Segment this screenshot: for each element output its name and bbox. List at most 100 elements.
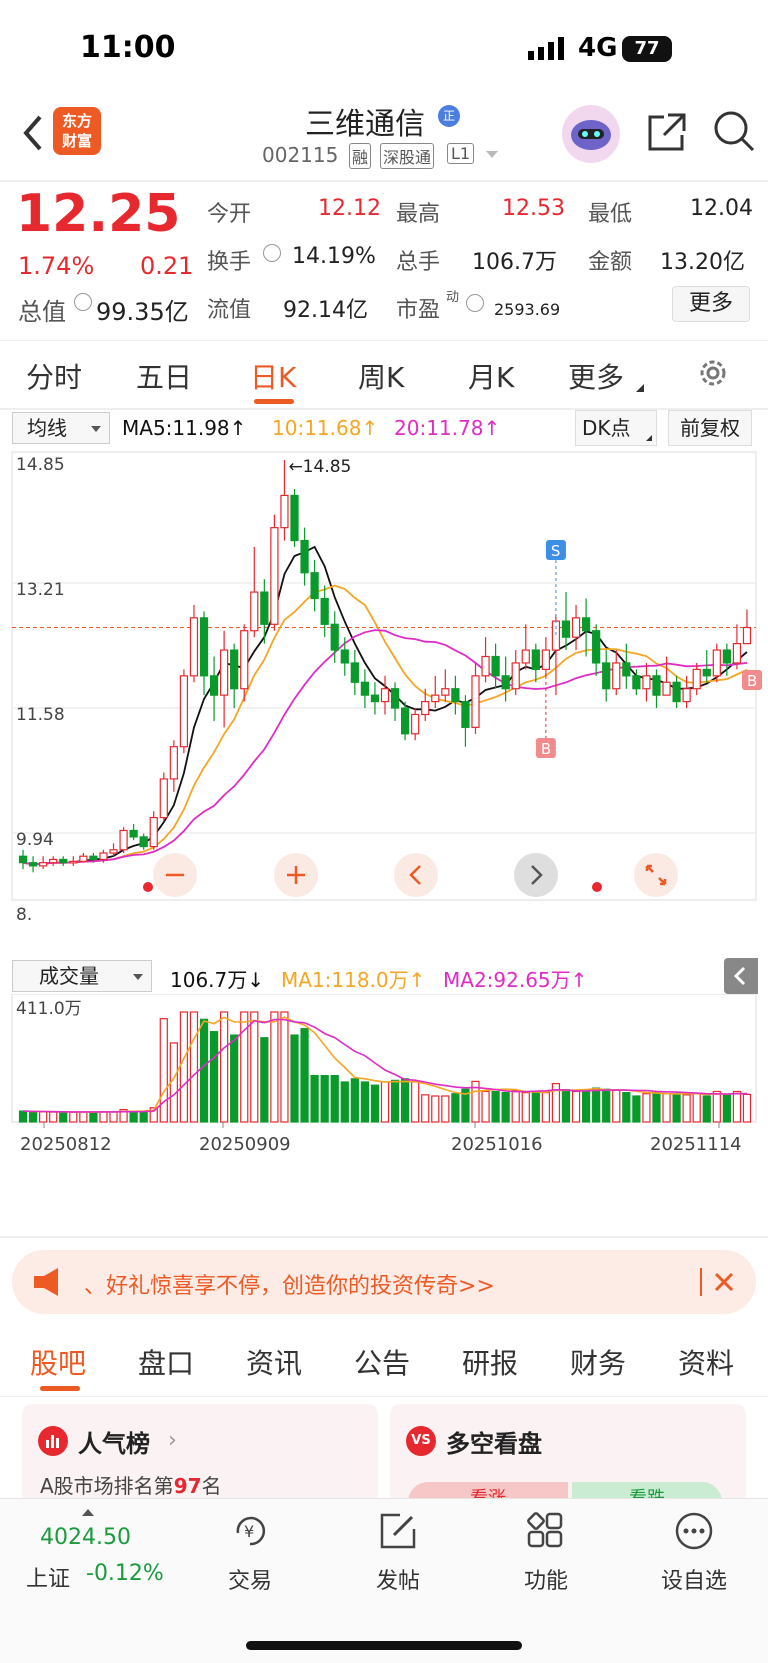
volume-bar <box>380 1081 390 1123</box>
volume-chart[interactable]: 411.0万 20250812 20250909 20251016 20251114 <box>0 994 768 1234</box>
close-icon[interactable] <box>712 1270 736 1294</box>
chevron-right-icon[interactable] <box>514 853 558 897</box>
candle <box>370 682 380 715</box>
candle <box>722 643 731 676</box>
candle <box>39 856 48 870</box>
buy-marker-box <box>742 670 762 690</box>
candle-body <box>330 623 339 651</box>
candlestick-chart[interactable]: 14.85 13.21 11.58 9.94 8. ←14.85 S B B <box>0 448 768 958</box>
tab-announcements[interactable]: 公告 <box>354 1347 411 1380</box>
volume-bar <box>672 1093 681 1123</box>
search-icon[interactable] <box>712 109 756 153</box>
candle <box>692 662 701 696</box>
candle-body <box>49 858 58 864</box>
nav-post[interactable]: 发帖 <box>348 1511 448 1601</box>
volume-select[interactable]: 成交量 <box>12 960 152 992</box>
indicator-select[interactable]: 均线 <box>12 412 110 444</box>
nav-trade[interactable]: ¥ 交易 <box>200 1511 300 1601</box>
volume-bar <box>340 1081 349 1123</box>
popularity-card[interactable]: 人气榜 › A股市场排名第97名 <box>22 1404 378 1504</box>
volume-bar <box>69 1111 78 1123</box>
yen-exchange-icon: ¥ <box>230 1511 270 1551</box>
tab-5day[interactable]: 五日 <box>136 361 193 394</box>
gear-icon[interactable] <box>696 356 730 390</box>
candle-body <box>421 701 430 716</box>
grid-icon <box>526 1511 566 1551</box>
promo-banner[interactable]: 、好礼惊喜享不停，创造你的投资传奇>> <box>12 1250 756 1314</box>
nav-func[interactable]: 功能 <box>496 1511 596 1601</box>
volume-bar <box>129 1110 138 1123</box>
tab-profile[interactable]: 资料 <box>678 1347 735 1380</box>
candle-body <box>209 675 219 696</box>
sell-marker-box <box>545 540 566 560</box>
minus-icon[interactable] <box>153 853 197 897</box>
volume-bar <box>541 1092 550 1123</box>
candle-body <box>240 630 249 690</box>
tab-finance[interactable]: 财务 <box>570 1347 627 1380</box>
tab-daily-k[interactable]: 日K <box>250 361 297 394</box>
candle <box>672 675 681 709</box>
candle-body <box>69 860 78 864</box>
tab-weekly-k[interactable]: 周K <box>358 361 405 394</box>
volume-bar <box>612 1089 621 1123</box>
candle <box>290 488 299 547</box>
app-logo: 东方 财富 <box>53 107 101 155</box>
volume-bar <box>642 1093 651 1123</box>
candle <box>199 611 209 696</box>
index-change: -0.12% <box>86 1561 164 1586</box>
tab-pankou[interactable]: 盘口 <box>138 1347 195 1380</box>
candle <box>511 650 520 696</box>
tab-research[interactable]: 研报 <box>462 1347 519 1380</box>
tab-more[interactable]: 更多 <box>568 361 625 394</box>
chevron-left-icon[interactable] <box>18 113 48 153</box>
expand-icon[interactable] <box>634 853 678 897</box>
tag-l1: L1 <box>447 143 475 164</box>
date-label: 20250812 <box>20 1134 112 1155</box>
vs-title: 多空看盘 <box>446 1430 542 1458</box>
candle-body <box>89 855 98 861</box>
robot-avatar-icon[interactable] <box>562 105 620 163</box>
candle <box>421 688 430 721</box>
bull-bear-card[interactable]: VS 多空看盘 看涨 看跌 <box>390 1404 746 1504</box>
volume-bar <box>270 1011 279 1123</box>
tab-monthly-k[interactable]: 月K <box>468 361 515 394</box>
candle <box>592 624 601 676</box>
status-time: 11:00 <box>80 30 176 65</box>
volume-bar <box>421 1094 430 1123</box>
volume-bar <box>551 1083 561 1123</box>
battery-icon: 77 <box>622 36 672 62</box>
plus-icon[interactable] <box>274 853 318 897</box>
rank-title: 人气榜 <box>78 1430 150 1458</box>
share-icon[interactable] <box>646 111 688 153</box>
tab-news[interactable]: 资讯 <box>246 1347 303 1380</box>
volume-bar <box>431 1095 440 1123</box>
candle-body <box>431 694 440 703</box>
plus-icon-glyph <box>287 866 305 884</box>
collapse-panel-button[interactable] <box>724 958 758 994</box>
volume-bar <box>501 1092 510 1123</box>
chevron-left-icon[interactable] <box>394 853 438 897</box>
volume-bar <box>581 1089 591 1123</box>
candle <box>69 856 78 866</box>
caret-up-icon <box>82 1509 94 1516</box>
volume-bar <box>682 1094 691 1123</box>
candle-body <box>290 494 299 542</box>
dk-point-button[interactable]: DK点 <box>575 410 657 446</box>
index-widget[interactable]: 4024.50 上证 -0.12% <box>20 1499 180 1609</box>
tab-guba[interactable]: 股吧 <box>30 1347 87 1380</box>
svg-text:¥: ¥ <box>244 1522 254 1541</box>
buy-marker: B <box>742 670 762 690</box>
tab-intraday[interactable]: 分时 <box>26 361 83 394</box>
expand-icon-bg <box>634 853 678 897</box>
candle-body <box>561 620 571 638</box>
volume-bar <box>712 1090 721 1123</box>
banner-text: 、好礼惊喜享不停，创造你的投资传奇>> <box>84 1274 495 1299</box>
high-value: 12.53 <box>502 196 565 221</box>
vol-ma2-value: MA2:92.65万↑ <box>443 968 588 992</box>
adjust-button[interactable]: 前复权 <box>668 410 752 446</box>
more-button[interactable]: 更多 <box>672 286 750 322</box>
volume-label: 总手 <box>396 250 441 275</box>
nav-watchlist[interactable]: 设自选 <box>644 1511 744 1601</box>
caret-down-icon[interactable] <box>486 151 498 158</box>
candle-body <box>742 626 752 645</box>
